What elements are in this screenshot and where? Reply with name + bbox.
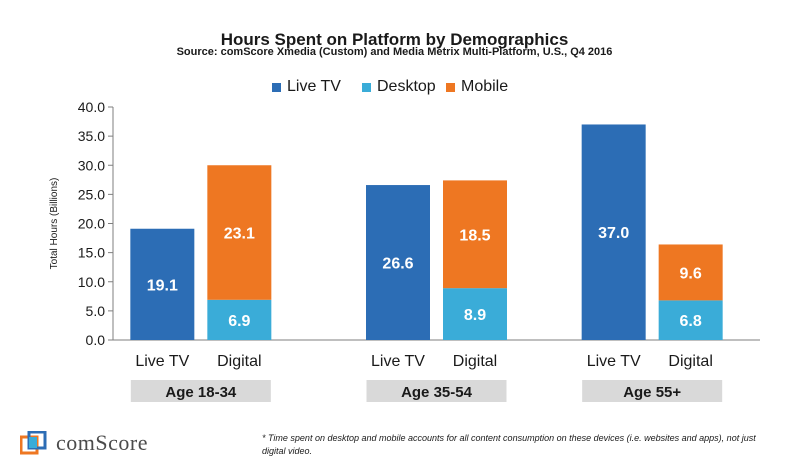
x-tick-label: Digital: [217, 353, 261, 370]
comscore-logo-icon: [20, 431, 47, 455]
legend-swatch-mobile: [446, 82, 455, 92]
comscore-logo: comScore: [20, 430, 148, 456]
group-label-box: [366, 380, 507, 402]
y-tick-label: 0.0: [86, 332, 106, 348]
group-label: Age 35-54: [401, 384, 473, 401]
legend-item-live-tv: Live TV: [272, 78, 341, 96]
chart-subtitle: Source: comScore Xmedia (Custom) and Med…: [176, 46, 613, 58]
group-label: Age 18-34: [165, 384, 237, 401]
bar-segment-live-tv: [130, 228, 195, 340]
data-label: 9.6: [680, 265, 702, 282]
y-tick-label: 40.0: [78, 99, 105, 115]
y-tick-label: 25.0: [78, 186, 105, 202]
bar-segment-mobile: [443, 180, 507, 289]
y-tick-label: 15.0: [78, 245, 105, 261]
data-label: 37.0: [598, 225, 629, 242]
y-axis-label: Total Hours (Billions): [49, 178, 60, 270]
bar-segment-mobile: [658, 244, 723, 301]
data-label: 6.9: [228, 313, 250, 330]
x-tick-label: Live TV: [135, 353, 189, 370]
data-label: 6.8: [680, 313, 702, 330]
data-label: 19.1: [147, 277, 178, 294]
group-label: Age 55+: [623, 384, 681, 401]
x-tick-label: Digital: [668, 353, 712, 370]
legend-swatch-live-tv: [272, 82, 281, 92]
data-label: 8.9: [464, 307, 486, 324]
y-tick-label: 30.0: [78, 157, 105, 173]
legend-item-desktop: Desktop: [362, 78, 436, 96]
x-tick-label: Live TV: [371, 353, 425, 370]
y-tick-label: 20.0: [78, 216, 105, 232]
y-tick-label: 10.0: [78, 274, 105, 290]
legend-label-mobile: Mobile: [461, 78, 509, 95]
bar-segment-live-tv: [366, 185, 430, 340]
data-label: 18.5: [459, 227, 490, 244]
data-label: 23.1: [224, 226, 255, 243]
group-label-box: [130, 380, 271, 402]
comscore-logo-text: comScore: [56, 430, 148, 455]
x-tick-label: Digital: [453, 353, 497, 370]
legend-label-desktop: Desktop: [377, 78, 436, 95]
legend-item-mobile: Mobile: [446, 78, 508, 96]
x-tick-label: Live TV: [587, 353, 641, 370]
bar-segment-desktop: [443, 288, 507, 340]
bar-segment-desktop: [658, 300, 723, 340]
group-label-box: [582, 380, 723, 402]
bar-segment-live-tv: [581, 124, 646, 340]
footnote: * Time spent on desktop and mobile accou…: [262, 433, 756, 456]
chart-title: Hours Spent on Platform by Demographics: [220, 30, 569, 49]
bar-segment-mobile: [207, 165, 272, 300]
y-tick-label: 5.0: [86, 303, 106, 319]
legend-label-live-tv: Live TV: [287, 78, 341, 95]
y-tick-label: 35.0: [78, 128, 105, 144]
data-label: 26.6: [382, 256, 413, 273]
legend-swatch-desktop: [362, 82, 371, 92]
bar-segment-desktop: [207, 299, 272, 340]
